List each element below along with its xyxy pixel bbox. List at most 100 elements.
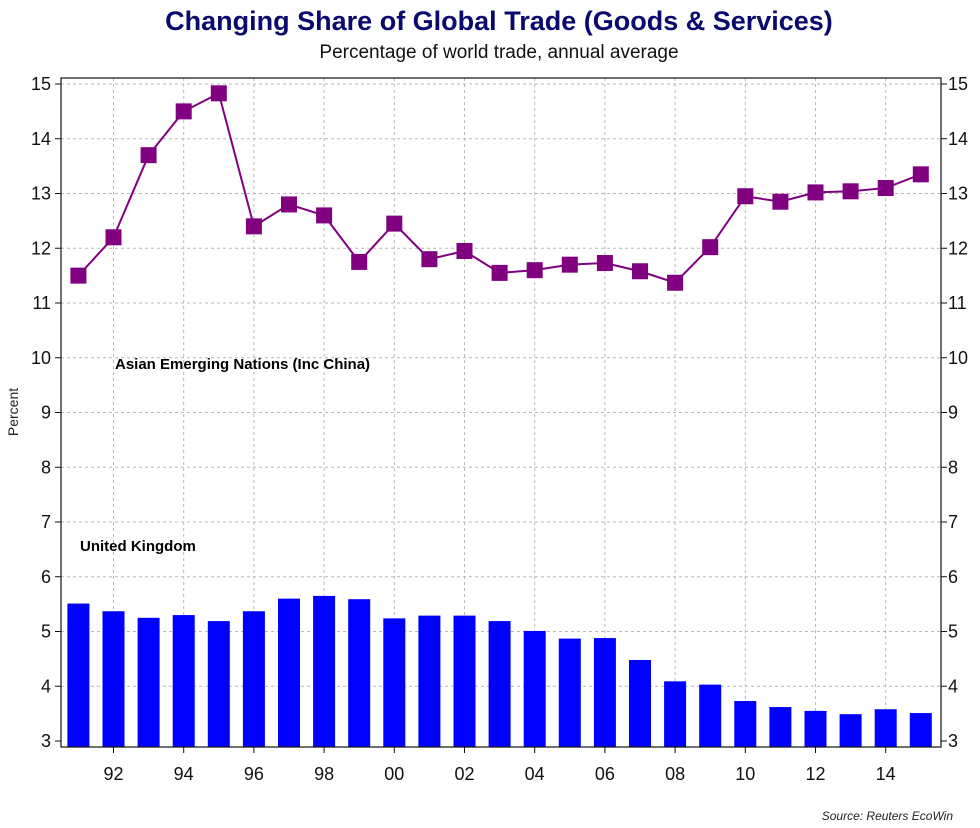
y-tick-label-right: 12 [948,238,968,258]
asia-point [667,274,684,291]
uk-bar [313,595,336,747]
y-tick-label-right: 13 [948,184,968,204]
x-tick-label: 06 [595,764,615,784]
y-tick-label-left: 10 [31,348,51,368]
asia-point [912,166,929,183]
asia-point [772,193,789,210]
uk-bar [102,611,125,747]
asia-point [210,85,227,102]
asia-point [245,218,262,235]
y-tick-label-left: 11 [32,293,51,313]
asia-point [877,180,894,197]
y-tick-label-left: 9 [41,403,51,423]
uk-bar [558,638,581,747]
asia-point [491,264,508,281]
y-tick-label-left: 14 [31,129,51,149]
asia-point [842,183,859,200]
y-tick-label-left: 7 [41,512,51,532]
asia-point [596,255,613,272]
y-axis-label: Percent [5,388,21,436]
y-tick-label-left: 8 [41,457,51,477]
y-tick-label-right: 7 [948,512,958,532]
uk-bar [523,630,546,747]
x-tick-label: 04 [525,764,545,784]
chart-title: Changing Share of Global Trade (Goods & … [165,6,833,36]
asia-point [632,263,648,280]
uk-bar [699,684,722,747]
y-tick-label-left: 5 [41,622,51,642]
y-tick-label-left: 12 [31,238,51,258]
uk-bar [453,615,476,747]
uk-bar [804,710,827,747]
asia-series-label: Asian Emerging Nations (Inc China) [115,356,370,373]
y-tick-label-right: 3 [948,731,958,751]
y-tick-label-right: 8 [948,457,958,477]
asia-line [77,91,922,284]
plot-frame [60,77,942,748]
y-tick-label-right: 11 [948,293,967,313]
y-tick-label-right: 4 [948,676,958,696]
uk-bar [629,659,651,747]
uk-bar [67,603,90,747]
y-tick-label-left: 3 [41,731,51,751]
asia-point [807,184,824,201]
gridlines [61,78,941,747]
y-tick-label-right: 6 [948,567,958,587]
y-tick-label-right: 14 [948,129,968,149]
y-tick-label-right: 10 [948,348,968,368]
asia-point [175,103,192,120]
x-tick-label: 02 [454,764,474,784]
x-tick-label: 94 [174,764,194,784]
y-tick-label-left: 13 [31,184,51,204]
y-tick-label-left: 4 [41,676,51,696]
x-tick-label: 96 [244,764,264,784]
uk-bar [593,638,616,747]
asia-point [140,147,157,164]
uk-bar [383,618,406,747]
uk-bar [874,709,897,747]
x-tick-label: 92 [103,764,123,784]
asia-point [421,251,438,268]
uk-bar [242,611,265,747]
asia-point [702,239,719,256]
uk-bar [137,617,160,747]
x-tick-label: 10 [735,764,755,784]
y-tick-label-right: 9 [948,403,958,423]
chart-subtitle: Percentage of world trade, annual averag… [319,42,678,63]
asia-point [456,242,473,259]
asia-point [737,188,754,205]
y-tick-label-left: 6 [41,567,51,587]
x-tick-label: 08 [665,764,685,784]
asia-point [561,256,578,273]
asia-point [316,207,333,224]
y-tick-label-right: 15 [948,74,968,94]
uk-bar [488,621,511,747]
asia-point [105,229,122,246]
asia-point [70,267,87,284]
x-tick-label: 14 [876,764,896,784]
asia-point [386,215,403,232]
uk-bar [909,713,932,747]
uk-bar [734,701,757,747]
asia-point [526,262,543,279]
uk-bar [172,615,195,747]
asia-point [351,253,368,270]
uk-bar [769,707,792,747]
x-tick-label: 98 [314,764,334,784]
asia-point [281,196,297,213]
uk-bar [418,615,441,747]
uk-bars [67,595,932,747]
x-tick-label: 12 [805,764,825,784]
uk-series-label: United Kingdom [80,538,196,555]
asia-line-series [70,85,929,291]
uk-bar [664,681,687,747]
x-tick-label: 00 [384,764,404,784]
axes: 3 3 4 4 5 5 6 6 7 7 8 8 9 9 10 10 11 11 12 12 13 13 14 14 15 15 92… [31,74,968,784]
uk-bar [207,621,230,747]
y-tick-label-left: 15 [31,74,51,94]
uk-bar [348,599,371,747]
source-note: Source: Reuters EcoWin [822,809,954,823]
y-tick-label-right: 5 [948,622,958,642]
uk-bar [278,598,300,747]
